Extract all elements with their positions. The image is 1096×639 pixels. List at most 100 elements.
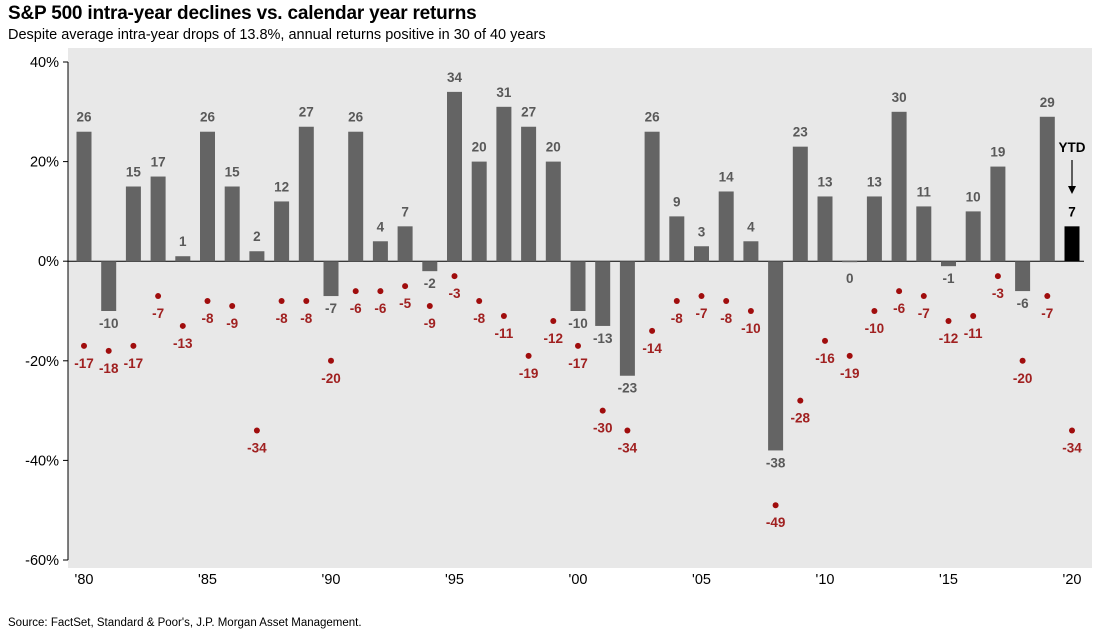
annual-return-bar (743, 241, 759, 262)
intra-year-decline-dot (599, 407, 606, 414)
annual-return-bar (175, 256, 191, 262)
intra-year-decline-dot (155, 293, 162, 300)
intra-year-decline-dot (204, 298, 211, 305)
intra-year-decline-dot (328, 357, 334, 364)
intra-year-decline-label: -19 (519, 366, 539, 381)
intra-year-decline-dot (575, 342, 581, 349)
annual-return-label: -1 (942, 271, 954, 286)
intra-year-decline-dot (550, 317, 557, 324)
intra-year-decline-dot (723, 298, 730, 305)
intra-year-decline-dot (130, 342, 137, 349)
annual-return-bar (866, 196, 882, 262)
annual-return-label: 23 (793, 125, 809, 140)
intra-year-decline-dot (525, 352, 532, 359)
annual-return-label: -7 (325, 301, 337, 316)
annual-return-bar (125, 186, 141, 262)
intra-year-decline-label: -3 (992, 286, 1004, 301)
intra-year-decline-label: -18 (99, 361, 119, 376)
annual-return-bar (644, 131, 660, 262)
annual-return-bar (298, 126, 314, 262)
intra-year-decline-dot (303, 298, 310, 305)
ytd-annotation: YTD (1059, 140, 1086, 194)
annual-return-bar (891, 111, 907, 262)
annual-return-bar (842, 260, 858, 263)
intra-year-decline-dot (451, 273, 458, 280)
annual-return-bar (521, 126, 537, 262)
annual-return-label: 14 (719, 169, 735, 184)
annual-return-label: 3 (698, 224, 706, 239)
intra-year-decline-label: -3 (448, 286, 460, 301)
y-tick-label: 40% (30, 55, 59, 71)
annual-return-bar (447, 91, 462, 262)
annual-return-bar (496, 106, 512, 262)
intra-year-decline-dot (698, 293, 705, 300)
annual-return-bar (76, 131, 92, 262)
intra-year-decline-label: -34 (618, 441, 638, 456)
annual-return-label: 1 (179, 234, 187, 249)
annual-return-bar (916, 206, 932, 262)
annual-return-label: 20 (546, 140, 561, 155)
annual-return-bar (372, 241, 388, 262)
intra-year-decline-dot (229, 303, 236, 310)
chart-svg: 40%20%0%-20%-40%-60% '80'85'90'95'00'05 '… (25, 48, 1092, 588)
intra-year-decline-dot (822, 337, 828, 344)
annual-return-label: 27 (299, 105, 314, 120)
intra-year-decline-label: -6 (350, 301, 362, 316)
annual-return-label: 20 (472, 140, 487, 155)
annual-return-bar (941, 261, 956, 267)
intra-year-decline-label: -17 (568, 356, 588, 371)
annual-return-label: -2 (424, 276, 436, 291)
intra-year-decline-label: -19 (840, 366, 860, 381)
annual-return-bar (323, 261, 339, 297)
x-tick-label: '20 (1063, 572, 1082, 588)
annual-return-bar (669, 216, 685, 262)
x-tick-label: '85 (198, 572, 217, 588)
annual-return-label: 11 (917, 184, 932, 199)
intra-year-decline-label: -7 (695, 306, 707, 321)
y-axis: 40% 20% 0% -20% -40% -60% (25, 55, 69, 569)
annual-return-label: 7 (401, 204, 409, 219)
intra-year-decline-label: -8 (671, 311, 683, 326)
ytd-bar (1064, 226, 1080, 262)
intra-year-decline-dot (797, 397, 804, 404)
annual-return-label: 0 (846, 271, 854, 286)
x-tick-label: '10 (816, 572, 835, 588)
intra-year-decline-dot (772, 502, 779, 509)
annual-return-label: 34 (447, 70, 463, 85)
annual-return-bar (545, 161, 561, 262)
intra-year-decline-label: -10 (865, 321, 885, 336)
intra-year-decline-label: -8 (276, 311, 288, 326)
annual-return-label: -38 (766, 455, 786, 470)
x-tick-label: '05 (692, 572, 711, 588)
annual-return-bar (101, 261, 117, 311)
annual-return-label: 27 (521, 105, 536, 120)
annual-return-label: -10 (568, 316, 588, 331)
annual-return-label: -10 (99, 316, 119, 331)
annual-return-bar (397, 226, 413, 262)
intra-year-decline-dot (871, 308, 878, 314)
y-tick-label: 0% (38, 254, 59, 270)
intra-year-decline-label: -20 (321, 371, 341, 386)
intra-year-decline-label: -11 (964, 326, 983, 341)
chart-area: 40% 20% 0% -20% -40% -60% '80'85'90'95'00'05 '… (0, 48, 1096, 614)
chart-title: S&P 500 intra-year declines vs. calendar… (8, 3, 477, 24)
intra-year-decline-dot (920, 293, 927, 300)
annual-return-bar (274, 201, 290, 262)
annual-return-bar (471, 161, 487, 262)
chart-subtitle: Despite average intra-year drops of 13.8… (8, 27, 546, 43)
intra-year-decline-label: -5 (399, 296, 411, 311)
annual-return-label: 12 (274, 179, 289, 194)
annual-return-bar (422, 261, 438, 272)
intra-year-decline-label: -11 (495, 326, 514, 341)
intra-year-decline-label: -7 (1041, 306, 1053, 321)
x-tick-label: '00 (569, 572, 588, 588)
intra-year-decline-label: -6 (893, 301, 905, 316)
y-tick-label: -60% (25, 553, 59, 569)
intra-year-decline-label: -30 (593, 421, 613, 436)
annual-return-label: 10 (966, 189, 981, 204)
annual-return-label: 19 (990, 145, 1005, 160)
intra-year-decline-dot (994, 273, 1001, 280)
x-tick-label: '15 (939, 572, 958, 588)
annual-return-label: 2 (253, 229, 261, 244)
y-tick-label: -40% (25, 453, 59, 469)
